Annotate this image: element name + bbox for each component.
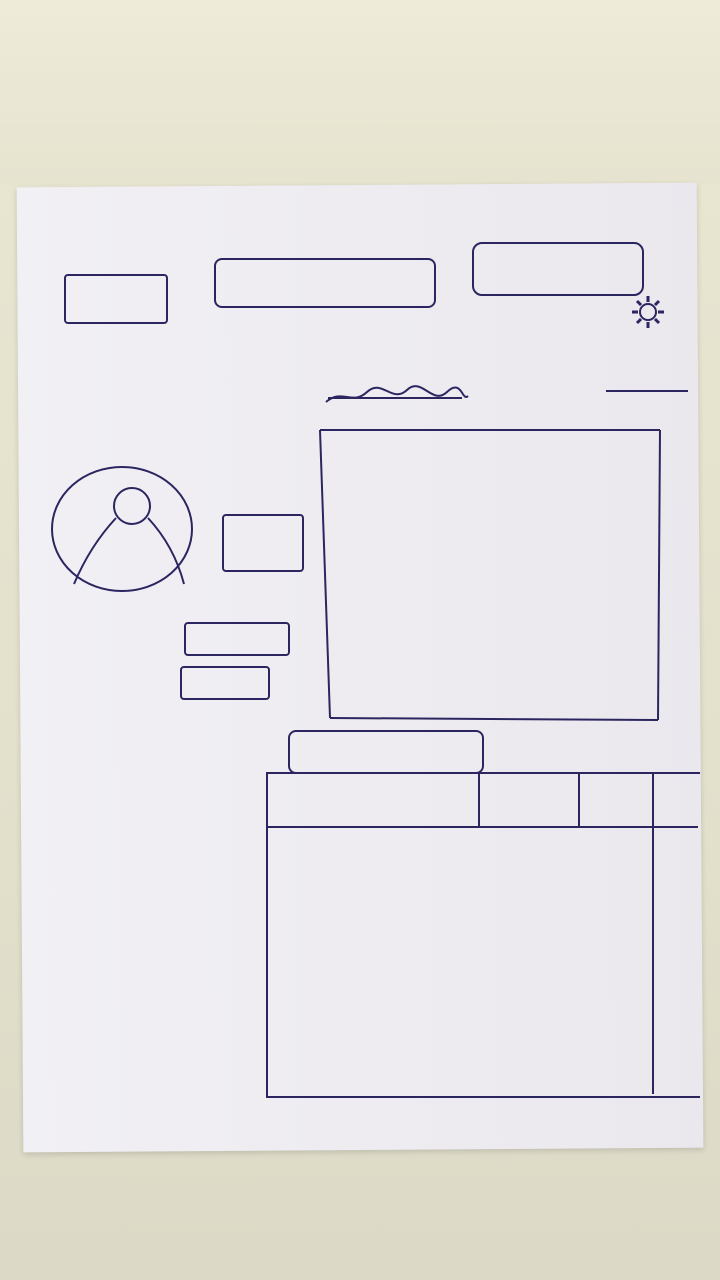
rating-trend-chart [319,429,661,721]
chart-right-border [657,429,661,721]
rating-value-box [222,514,304,572]
table-header-row [268,774,698,828]
table-header-result [480,774,580,826]
match-history-tab[interactable] [288,730,484,774]
nav-leaderboard-button[interactable] [214,258,436,308]
match-history-table [266,772,700,1098]
nav-my-profile-button[interactable] [472,242,644,296]
table-header-rating-before [580,774,654,826]
scribble-mark [325,385,469,403]
nav-home-button[interactable] [64,274,168,324]
height-field[interactable] [180,666,270,700]
avatar-icon[interactable] [50,466,196,596]
chart-bottom-axis [329,717,659,721]
gear-icon[interactable] [628,292,668,332]
chart-left-axis [319,429,331,719]
background-wall [0,0,720,185]
edit-profile-underline [606,390,688,392]
table-header-teams [268,774,480,826]
table-header-rating-after [654,774,698,826]
table-column-divider [652,826,654,1094]
player-position-field[interactable] [184,622,290,656]
